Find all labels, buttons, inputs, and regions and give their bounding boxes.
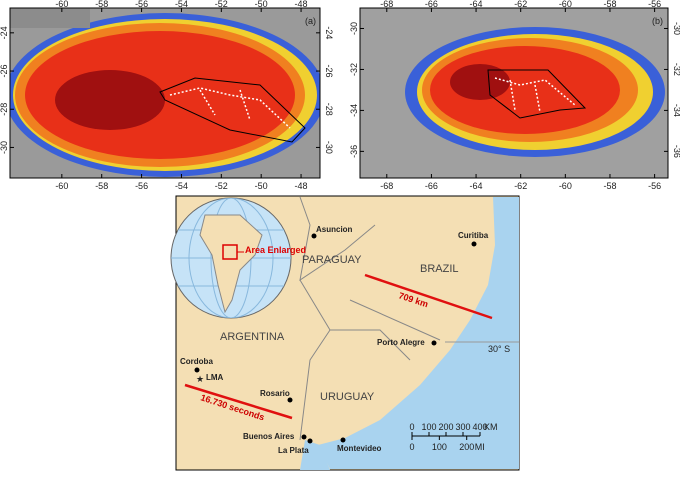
y-tick-label: -32 (672, 63, 680, 76)
x-tick-label: -50 (255, 181, 268, 191)
scale-label: 200 (438, 422, 453, 432)
y-tick-label: -30 (0, 141, 9, 154)
x-tick-label: -62 (514, 0, 527, 9)
x-tick-label: -68 (380, 181, 393, 191)
globe-label: Area Enlarged (245, 245, 306, 255)
y-tick-label: -32 (349, 63, 359, 76)
x-tick-label: -66 (425, 0, 438, 9)
y-tick-label: -28 (0, 103, 9, 116)
latitude-label: 30° S (488, 344, 510, 354)
x-tick-label: -52 (215, 0, 228, 9)
ocean (318, 197, 519, 469)
country-label: BRAZIL (420, 263, 459, 275)
panel-frame (359, 7, 669, 179)
y-tick-label: -26 (324, 65, 334, 78)
x-tick-label: -56 (648, 0, 661, 9)
y-tick-label: -34 (672, 104, 680, 117)
city-label: Curitiba (458, 231, 489, 240)
y-tick-label: -30 (349, 22, 359, 35)
scale-label: 100 (421, 422, 436, 432)
panel-label: (b) (652, 16, 663, 26)
x-tick-label: -68 (380, 0, 393, 9)
x-tick-label: -58 (603, 181, 616, 191)
y-tick-label: -30 (324, 141, 334, 154)
panel-label: (a) (305, 16, 316, 26)
x-tick-label: -66 (425, 181, 438, 191)
city-label: Rosario (260, 389, 290, 398)
city-label: Montevideo (337, 444, 382, 453)
x-tick-label: -64 (470, 0, 483, 9)
globe: Area Enlarged (170, 197, 306, 319)
x-tick-label: -60 (55, 0, 68, 9)
x-tick-label: -48 (295, 181, 308, 191)
country-label: ARGENTINA (220, 331, 285, 343)
station-label: LMA (206, 373, 224, 382)
city-label: Asuncion (316, 225, 353, 234)
x-tick-label: -62 (514, 181, 527, 191)
scale-label: 200 (459, 442, 474, 452)
x-tick-label: -56 (648, 181, 661, 191)
scale-label: 100 (432, 442, 447, 452)
distance-line (364, 273, 493, 320)
x-tick-label: -56 (135, 0, 148, 9)
x-tick-label: -56 (135, 181, 148, 191)
y-tick-label: -24 (324, 26, 334, 39)
border (299, 196, 441, 441)
scale-label: 300 (455, 422, 470, 432)
scale-unit: KM (484, 422, 498, 432)
scale-label: 0 (409, 442, 414, 452)
x-tick-label: -60 (559, 0, 572, 9)
scale-unit: MI (475, 442, 485, 452)
x-tick-label: -48 (295, 0, 308, 9)
city-label: Buenos Aires (243, 432, 295, 441)
y-tick-label: -36 (349, 145, 359, 158)
y-tick-label: -30 (672, 22, 680, 35)
x-tick-label: -64 (470, 181, 483, 191)
scale-label: 0 (409, 422, 414, 432)
x-tick-label: -58 (95, 0, 108, 9)
y-tick-label: -28 (324, 103, 334, 116)
x-tick-label: -60 (559, 181, 572, 191)
satellite-image-b (360, 8, 668, 178)
x-tick-label: -52 (215, 181, 228, 191)
country-label: PARAGUAY (302, 254, 362, 266)
estuary (300, 440, 330, 470)
x-tick-label: -60 (55, 181, 68, 191)
y-tick-label: -24 (0, 26, 9, 39)
panel-frame (9, 7, 321, 179)
city-label: La Plata (278, 446, 309, 455)
x-tick-label: -50 (255, 0, 268, 9)
x-tick-label: -58 (603, 0, 616, 9)
station-star: ★ (196, 374, 204, 384)
duration-line (184, 383, 293, 420)
scale-label: 400 (472, 422, 487, 432)
city-label: Porto Alegre (377, 338, 425, 347)
x-tick-label: -54 (175, 181, 188, 191)
x-tick-label: -54 (175, 0, 188, 9)
y-tick-label: -36 (672, 145, 680, 158)
y-tick-label: -34 (349, 104, 359, 117)
x-tick-label: -58 (95, 181, 108, 191)
satellite-image-a (10, 8, 320, 178)
city-dots (194, 233, 477, 444)
country-label: URUGUAY (320, 391, 375, 403)
city-label: Cordoba (180, 357, 213, 366)
y-tick-label: -26 (0, 65, 9, 78)
